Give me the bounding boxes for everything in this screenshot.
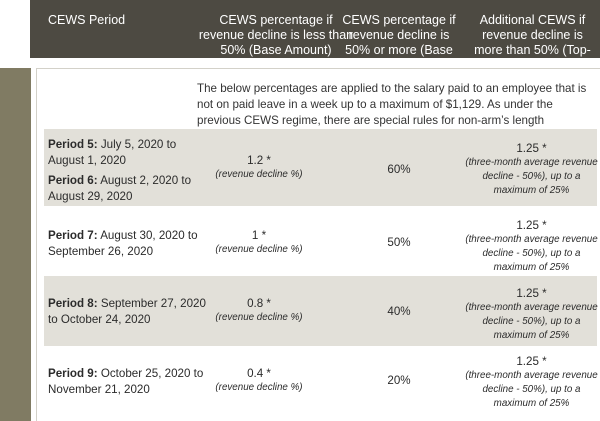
period-entry: Period 9: October 25, 2020 to November 2…	[48, 366, 208, 398]
period-dates: October 25, 2020 to November 21, 2020	[48, 367, 204, 396]
period-dates: August 30, 2020 to September 26, 2020	[48, 229, 198, 258]
period-entry: Period 7: August 30, 2020 to September 2…	[48, 228, 208, 260]
header-cews-period: CEWS Period	[48, 13, 126, 27]
base-more-cell: 60%	[387, 163, 411, 176]
base-less-cell: 0.4 * (revenue decline %)	[194, 366, 324, 394]
table-row: Period 5: July 5, 2020 to August 1, 2020…	[44, 129, 599, 206]
topup-value: 1.25 *	[516, 355, 547, 368]
period-label: Period 8:	[48, 297, 98, 310]
period-dates: July 5, 2020 to August 1, 2020	[48, 138, 177, 167]
base-less-cell: 0.8 * (revenue decline %)	[194, 296, 324, 324]
topup-cell: 1.25 * (three-month average revenue decl…	[464, 354, 599, 411]
topup-note: (three-month average revenue decline - 5…	[465, 234, 598, 273]
period-dates: August 2, 2020 to August 29, 2020	[48, 174, 192, 203]
header-base-50-or-more: CEWS percentage if revenue decline is 50…	[342, 13, 456, 72]
base-less-note: (revenue decline %)	[215, 382, 303, 393]
period-label: Period 7:	[48, 229, 98, 242]
table-frame	[36, 68, 600, 421]
topup-note: (three-month average revenue decline - 5…	[465, 302, 598, 341]
topup-note: (three-month average revenue decline - 5…	[465, 157, 598, 196]
topup-note: (three-month average revenue decline - 5…	[465, 370, 598, 409]
period-label: Period 5:	[48, 138, 98, 151]
period-entry: Period 5: July 5, 2020 to August 1, 2020	[48, 137, 208, 169]
base-less-cell: 1.2 * (revenue decline %)	[194, 153, 324, 181]
table-row: Period 7: August 30, 2020 to September 2…	[44, 206, 599, 276]
topup-value: 1.25 *	[516, 142, 547, 155]
period-cell: Period 8: September 27, 2020 to October …	[48, 296, 208, 328]
table-row: Period 8: September 27, 2020 to October …	[44, 276, 599, 346]
period-label: Period 6:	[48, 174, 98, 187]
topup-value: 1.25 *	[516, 287, 547, 300]
base-less-value: 0.8 *	[247, 297, 271, 310]
period-cell: Period 5: July 5, 2020 to August 1, 2020…	[48, 137, 208, 205]
base-less-note: (revenue decline %)	[215, 312, 303, 323]
topup-value: 1.25 *	[516, 219, 547, 232]
base-less-value: 0.4 *	[247, 367, 271, 380]
period-cell: Period 9: October 25, 2020 to November 2…	[48, 366, 208, 398]
intro-text: The below percentages are applied to the…	[197, 82, 587, 143]
base-less-note: (revenue decline %)	[215, 169, 303, 180]
table-header: CEWS Period CEWS percentage if revenue d…	[30, 0, 600, 72]
topup-cell: 1.25 * (three-month average revenue decl…	[464, 141, 599, 198]
base-more-cell: 40%	[387, 305, 411, 318]
side-accent-bar	[0, 68, 31, 421]
period-dates: September 27, 2020 to October 24, 2020	[48, 297, 206, 326]
header-base-less-50: CEWS percentage if revenue decline is le…	[198, 13, 354, 57]
base-more-cell: 20%	[387, 374, 411, 387]
base-more-cell: 50%	[387, 236, 411, 249]
base-less-cell: 1 * (revenue decline %)	[194, 228, 324, 256]
period-label: Period 9:	[48, 367, 98, 380]
topup-cell: 1.25 * (three-month average revenue decl…	[464, 218, 599, 275]
base-less-value: 1 *	[251, 229, 267, 242]
base-less-value: 1.2 *	[247, 154, 271, 167]
period-entry: Period 8: September 27, 2020 to October …	[48, 296, 208, 328]
base-less-note: (revenue decline %)	[215, 244, 303, 255]
topup-cell: 1.25 * (three-month average revenue decl…	[464, 286, 599, 343]
period-cell: Period 7: August 30, 2020 to September 2…	[48, 228, 208, 260]
table-row: Period 9: October 25, 2020 to November 2…	[44, 346, 599, 421]
period-entry: Period 6: August 2, 2020 to August 29, 2…	[48, 173, 208, 205]
header-top-up: Additional CEWS if revenue decline is mo…	[474, 13, 591, 72]
